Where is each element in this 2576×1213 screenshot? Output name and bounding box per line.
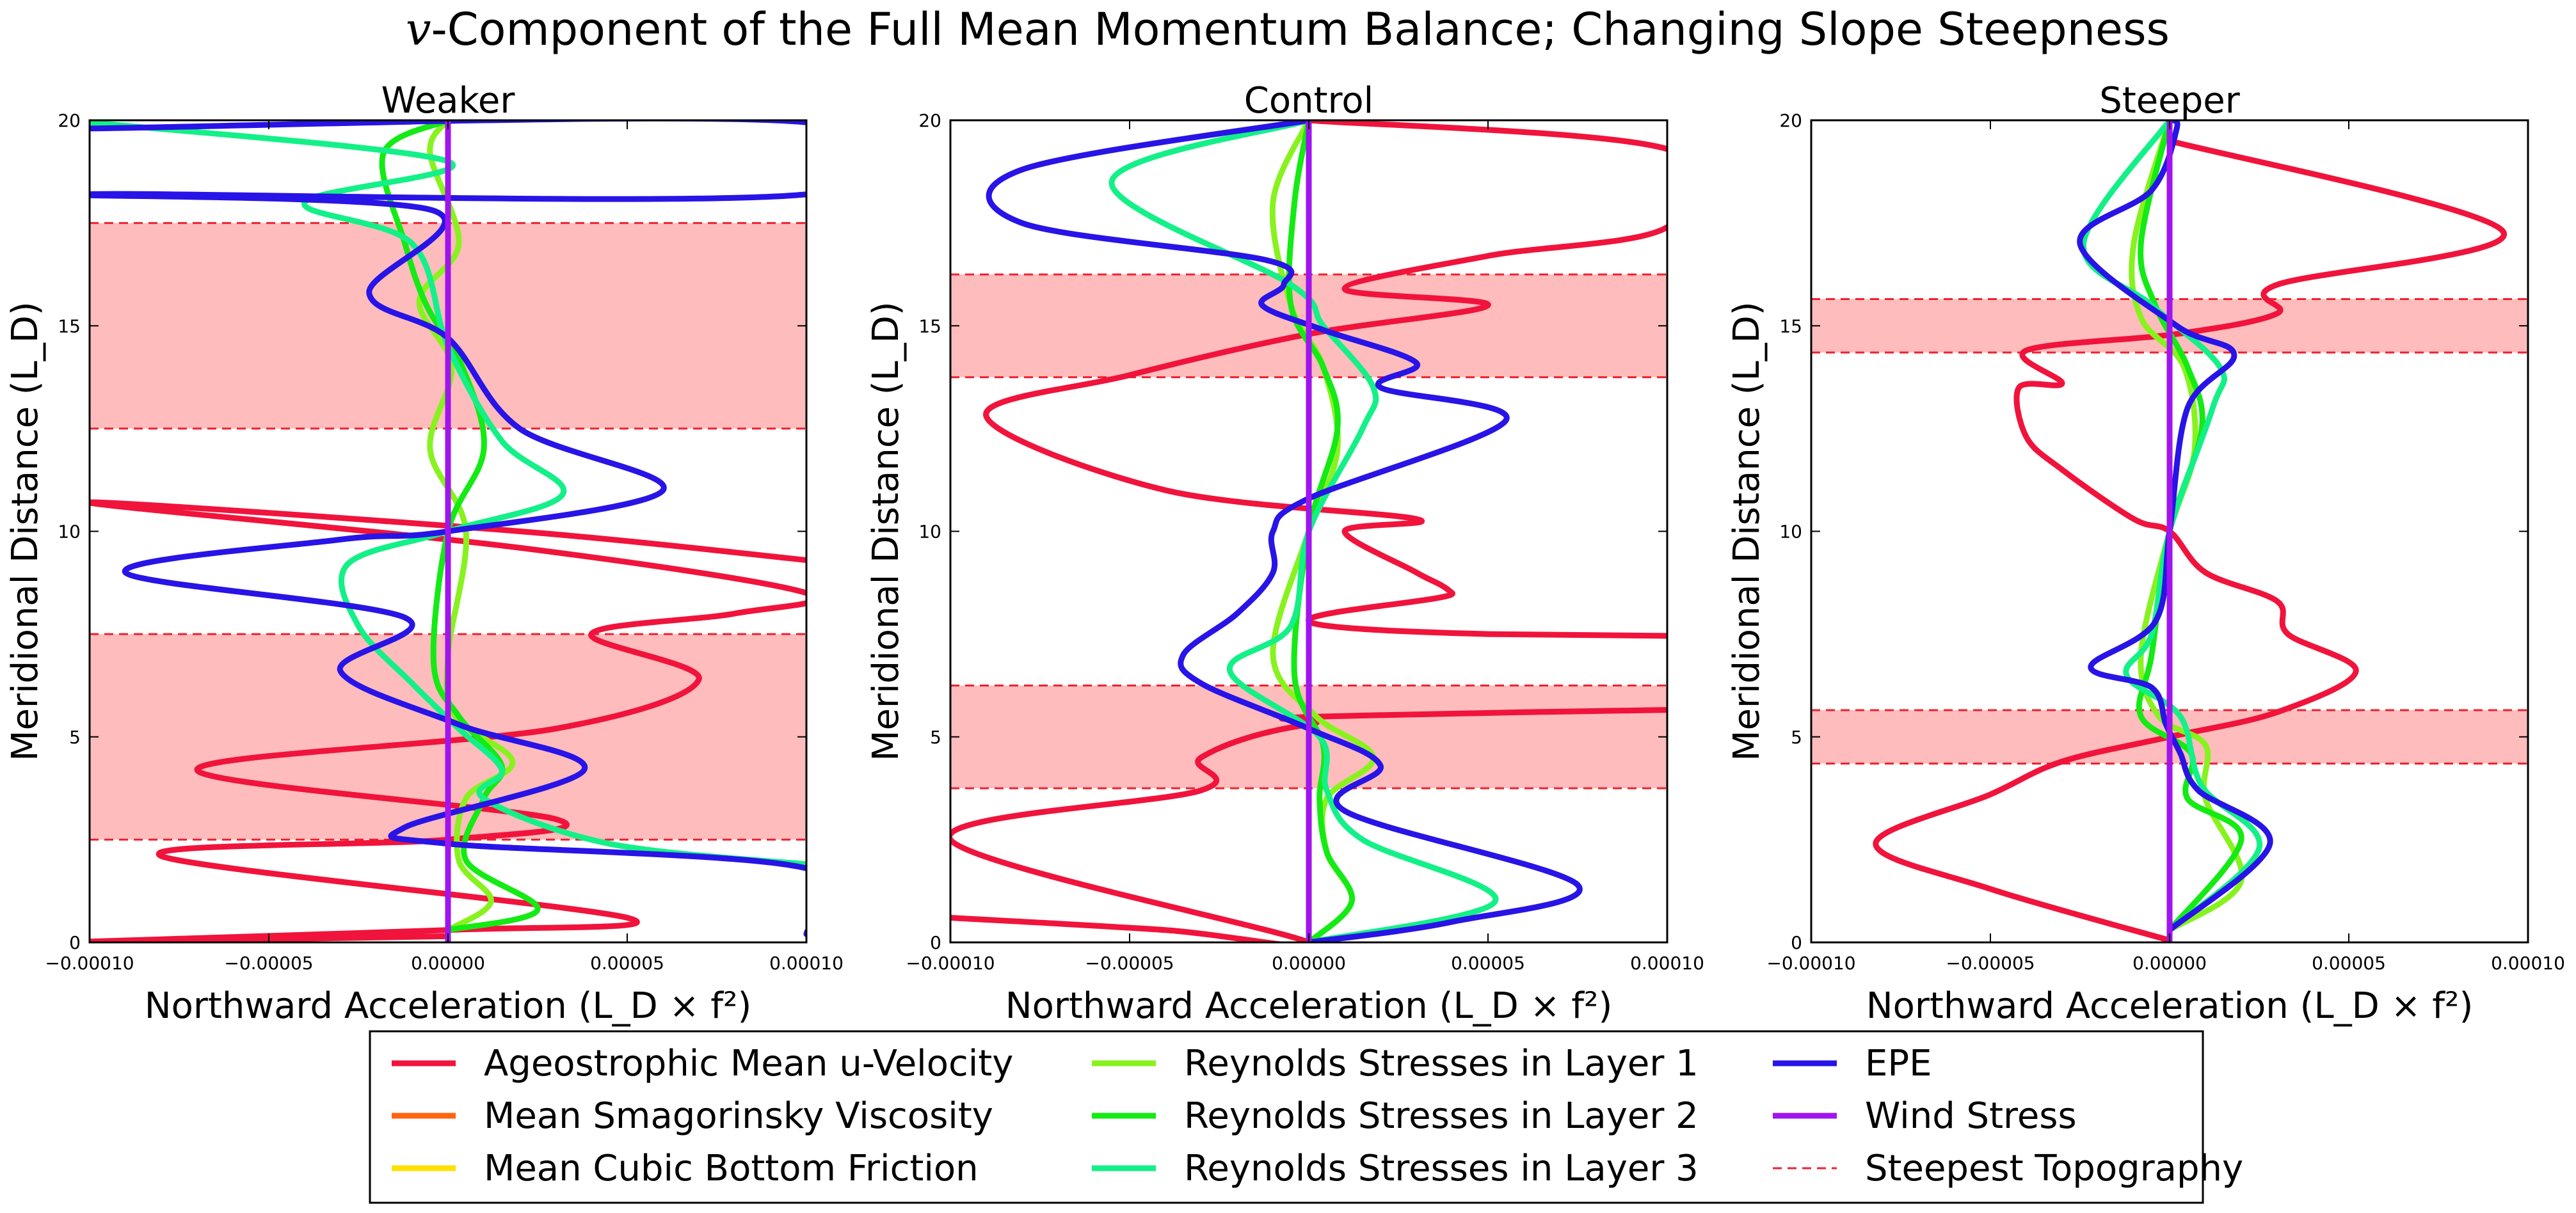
series-group bbox=[950, 120, 1667, 942]
y-tick-label: 15 bbox=[1779, 315, 1802, 337]
series-group bbox=[90, 120, 806, 942]
legend-label: Steepest Topography bbox=[1865, 1148, 2243, 1189]
x-tick-label: 0.00010 bbox=[1630, 953, 1704, 974]
y-axis-label: Meridional Distance (L_D) bbox=[1726, 301, 1768, 761]
legend-frame bbox=[369, 1030, 2204, 1204]
series-group bbox=[1873, 120, 2507, 942]
x-axis-label: Northward Acceleration (L_D × f²) bbox=[1866, 985, 2474, 1027]
y-tick-label: 20 bbox=[58, 110, 81, 131]
chart-panel-2: −0.00010 −0.00005 0.00000 0.00005 0.00010 0 5 1… bbox=[865, 80, 1704, 1027]
y-tick-label: 15 bbox=[918, 315, 941, 337]
legend-item-smagorinsky: Mean Smagorinsky Viscosity bbox=[392, 1095, 993, 1137]
legend-item-reynolds3: Reynolds Stresses in Layer 3 bbox=[1092, 1148, 1699, 1189]
legend-item-topo: Steepest Topography bbox=[1773, 1148, 2243, 1189]
y-tick-label: 10 bbox=[58, 521, 81, 543]
legend-label: Ageostrophic Mean u-Velocity bbox=[484, 1043, 1013, 1084]
chart-panel-3: −0.00010 −0.00005 0.00000 0.00005 0.00010 0 5 1… bbox=[1726, 80, 2565, 1027]
legend-item-epe: EPE bbox=[1773, 1043, 1932, 1084]
x-tick-label: −0.00005 bbox=[1946, 953, 2035, 974]
y-tick-label: 15 bbox=[58, 315, 81, 337]
x-tick-label: 0.00000 bbox=[2132, 953, 2207, 974]
series-line-ageostrophic bbox=[1873, 138, 2507, 942]
chart-title: Steeper bbox=[2099, 80, 2240, 122]
series-line-reynolds3 bbox=[90, 120, 806, 868]
chart-panel-1: −0.00010 −0.00005 0.00000 0.00005 0.00010 0 5 1… bbox=[4, 80, 844, 1027]
x-tick-label: 0.00005 bbox=[2312, 953, 2386, 974]
y-tick-label: 0 bbox=[1791, 932, 1802, 953]
series-line-reynolds1 bbox=[416, 120, 516, 933]
legend-item-ageostrophic: Ageostrophic Mean u-Velocity bbox=[392, 1043, 1013, 1084]
x-tick-label: 0.00000 bbox=[411, 953, 485, 974]
x-tick-label: −0.00010 bbox=[1766, 953, 1855, 974]
series-line-epe bbox=[90, 120, 806, 937]
legend-label: Reynolds Stresses in Layer 3 bbox=[1184, 1148, 1699, 1189]
chart-title: Weaker bbox=[381, 80, 516, 122]
legend-label: EPE bbox=[1865, 1043, 1932, 1084]
legend-label: Mean Cubic Bottom Friction bbox=[484, 1148, 979, 1189]
y-tick-label: 20 bbox=[918, 110, 941, 131]
legend-label: Reynolds Stresses in Layer 2 bbox=[1184, 1095, 1699, 1137]
y-tick-label: 5 bbox=[69, 727, 81, 748]
legend-label: Reynolds Stresses in Layer 1 bbox=[1184, 1043, 1699, 1084]
y-axis-label: Meridional Distance (L_D) bbox=[865, 301, 907, 761]
x-tick-label: 0.00005 bbox=[1451, 953, 1525, 974]
series-line-epe bbox=[2077, 120, 2273, 933]
figure-suptitle: v-Component of the Full Mean Momentum Ba… bbox=[406, 3, 2170, 56]
legend-item-wind: Wind Stress bbox=[1773, 1095, 2077, 1137]
y-tick-label: 0 bbox=[930, 932, 941, 953]
y-tick-label: 20 bbox=[1779, 110, 1802, 131]
x-tick-label: −0.00005 bbox=[1085, 953, 1174, 974]
x-tick-label: −0.00010 bbox=[45, 953, 134, 974]
x-tick-label: 0.00010 bbox=[2491, 953, 2565, 974]
series-line-ageostrophic bbox=[950, 120, 1667, 942]
legend: Ageostrophic Mean u-Velocity Mean Smagori… bbox=[369, 1030, 2243, 1204]
legend-label: Mean Smagorinsky Viscosity bbox=[484, 1095, 993, 1137]
y-tick-label: 10 bbox=[918, 521, 941, 543]
panels: −0.00010 −0.00005 0.00000 0.00005 0.00010 0 5 1… bbox=[4, 80, 2565, 1027]
x-axis-label: Northward Acceleration (L_D × f²) bbox=[1005, 985, 1613, 1027]
y-tick-label: 0 bbox=[69, 932, 81, 953]
y-tick-label: 5 bbox=[1791, 727, 1802, 748]
series-line-epe bbox=[986, 120, 1583, 942]
series-line-reynolds2 bbox=[379, 120, 541, 933]
chart-title: Control bbox=[1244, 80, 1373, 122]
x-tick-label: 0.00005 bbox=[590, 953, 664, 974]
legend-item-bottom_friction: Mean Cubic Bottom Friction bbox=[392, 1148, 979, 1189]
y-axis-label: Meridional Distance (L_D) bbox=[4, 301, 46, 761]
x-tick-label: −0.00010 bbox=[906, 953, 995, 974]
x-tick-label: 0.00010 bbox=[769, 953, 844, 974]
x-tick-label: −0.00005 bbox=[224, 953, 313, 974]
y-tick-label: 10 bbox=[1779, 521, 1802, 543]
legend-label: Wind Stress bbox=[1865, 1095, 2077, 1137]
legend-item-reynolds2: Reynolds Stresses in Layer 2 bbox=[1092, 1095, 1699, 1137]
y-tick-label: 5 bbox=[930, 727, 941, 748]
x-tick-label: 0.00000 bbox=[1272, 953, 1346, 974]
x-axis-label: Northward Acceleration (L_D × f²) bbox=[145, 985, 752, 1027]
series-line-ageostrophic bbox=[90, 499, 806, 942]
legend-item-reynolds1: Reynolds Stresses in Layer 1 bbox=[1092, 1043, 1699, 1084]
